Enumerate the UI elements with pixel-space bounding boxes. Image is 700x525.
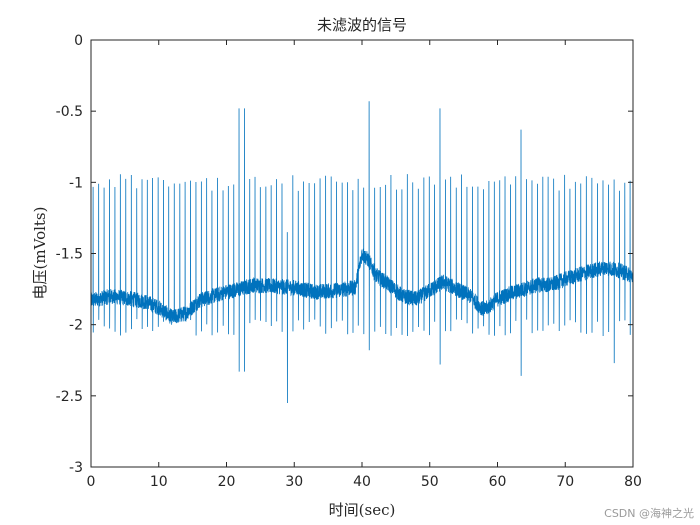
x-tick-label: 50 bbox=[421, 474, 439, 490]
series-layer bbox=[90, 101, 634, 403]
y-tick-label: -1 bbox=[69, 175, 83, 191]
x-tick-label: 10 bbox=[150, 474, 168, 490]
x-axis-label: 时间(sec) bbox=[329, 501, 396, 519]
x-axis: 0 10 20 30 40 50 60 70 80 bbox=[87, 40, 642, 490]
x-tick-label: 0 bbox=[87, 474, 96, 490]
y-tick-label: -2.5 bbox=[56, 389, 83, 405]
x-tick-label: 80 bbox=[624, 474, 642, 490]
chart-title: 未滤波的信号 bbox=[317, 16, 407, 34]
signal-line bbox=[90, 101, 634, 403]
x-tick-label: 30 bbox=[285, 474, 303, 490]
y-axis-label: 电压(mVolts) bbox=[31, 207, 49, 300]
y-tick-label: -2 bbox=[69, 318, 83, 334]
y-tick-label: -3 bbox=[69, 460, 83, 476]
y-tick-label: 0 bbox=[74, 33, 83, 49]
y-tick-label: -0.5 bbox=[56, 104, 83, 120]
x-tick-label: 40 bbox=[353, 474, 371, 490]
watermark: CSDN @海神之光 bbox=[604, 507, 694, 520]
y-tick-label: -1.5 bbox=[56, 247, 83, 263]
y-axis: 0 -0.5 -1 -1.5 -2 -2.5 -3 bbox=[56, 33, 633, 476]
x-tick-label: 60 bbox=[489, 474, 507, 490]
x-tick-label: 70 bbox=[556, 474, 574, 490]
x-tick-label: 20 bbox=[218, 474, 236, 490]
